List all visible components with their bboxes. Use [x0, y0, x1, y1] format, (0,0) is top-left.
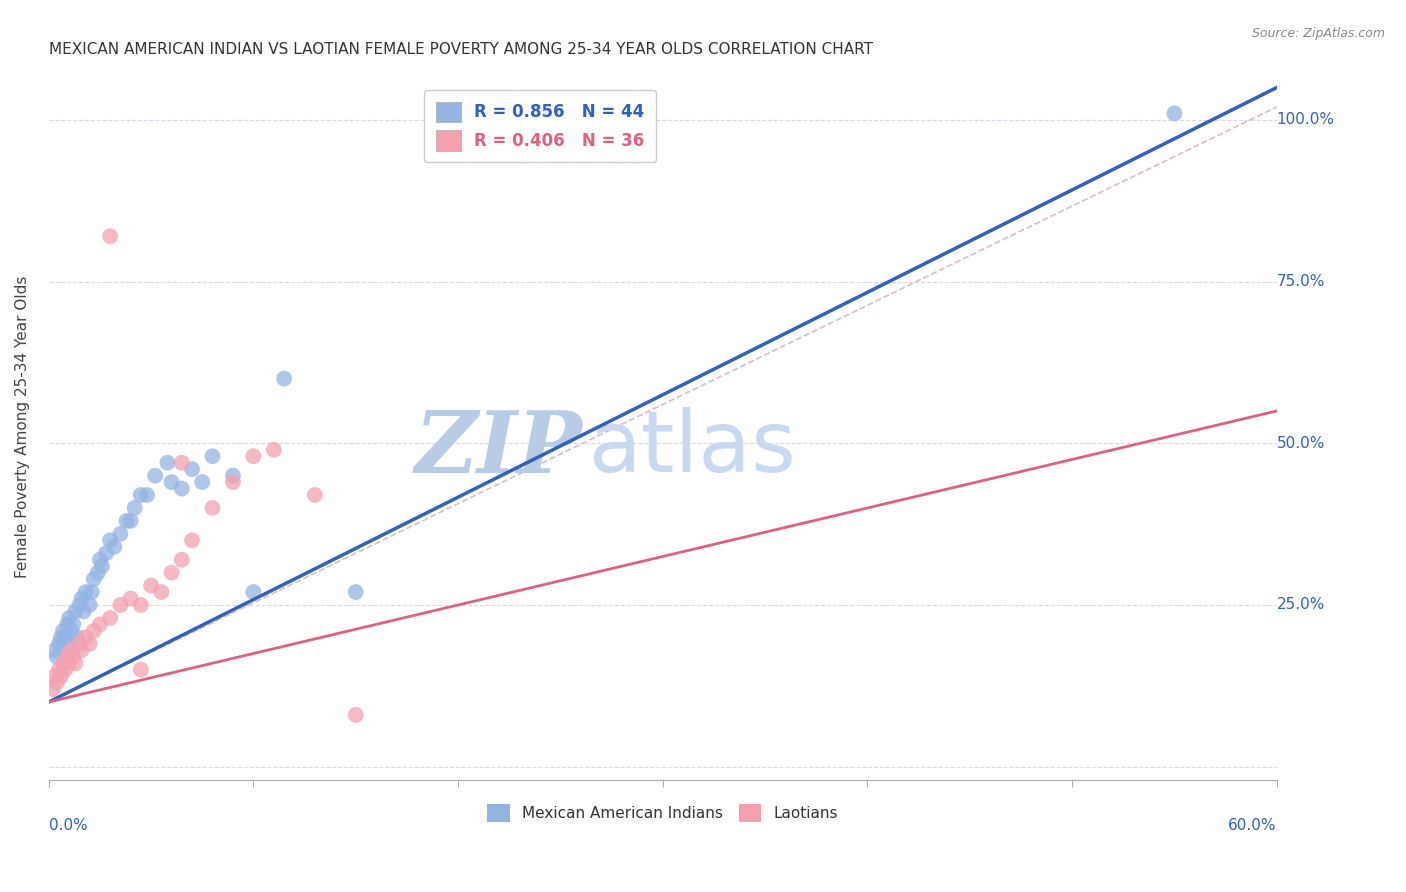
Point [91, 559, 114, 574]
Point [44, 643, 66, 657]
Point [129, 663, 152, 677]
Point [49, 630, 72, 644]
Point [115, 514, 138, 528]
Point [94, 546, 117, 560]
Point [58, 637, 80, 651]
Text: MEXICAN AMERICAN INDIAN VS LAOTIAN FEMALE POVERTY AMONG 25-34 YEAR OLDS CORRELAT: MEXICAN AMERICAN INDIAN VS LAOTIAN FEMAL… [49, 42, 873, 57]
Point [124, 500, 146, 515]
Point [222, 475, 245, 489]
Point [89, 552, 111, 566]
Point [44, 669, 66, 683]
Text: Source: ZipAtlas.com: Source: ZipAtlas.com [1251, 27, 1385, 40]
Point [170, 456, 193, 470]
Point [150, 585, 173, 599]
Point [70, 591, 93, 606]
Point [156, 456, 179, 470]
Point [242, 585, 264, 599]
Point [65, 656, 87, 670]
Point [110, 526, 132, 541]
Point [87, 566, 110, 580]
Point [120, 591, 142, 606]
Point [170, 482, 193, 496]
Point [110, 598, 132, 612]
Point [79, 598, 101, 612]
Point [65, 604, 87, 618]
Point [56, 617, 79, 632]
Text: 25.0%: 25.0% [1277, 598, 1324, 613]
Point [304, 488, 326, 502]
Point [83, 624, 105, 638]
Text: 60.0%: 60.0% [1229, 818, 1277, 833]
Point [98, 533, 121, 548]
Point [52, 656, 75, 670]
Point [143, 468, 166, 483]
Point [53, 663, 76, 677]
Point [98, 611, 121, 625]
Text: ZIP: ZIP [415, 407, 583, 490]
Point [58, 656, 80, 670]
Point [129, 598, 152, 612]
Text: 0.0%: 0.0% [49, 818, 87, 833]
Point [56, 649, 79, 664]
Point [70, 643, 93, 657]
Point [201, 449, 224, 463]
Point [75, 630, 97, 644]
Point [98, 229, 121, 244]
Point [45, 649, 67, 664]
Text: 50.0%: 50.0% [1277, 436, 1324, 450]
Point [80, 585, 103, 599]
Point [60, 643, 83, 657]
Text: 100.0%: 100.0% [1277, 112, 1334, 128]
Point [89, 617, 111, 632]
Point [136, 488, 159, 502]
Point [83, 572, 105, 586]
Point [75, 585, 97, 599]
Point [69, 637, 91, 651]
Text: atlas: atlas [589, 407, 797, 490]
Point [48, 637, 70, 651]
Point [1163, 106, 1185, 120]
Text: 75.0%: 75.0% [1277, 274, 1324, 289]
Point [69, 598, 91, 612]
Legend: Mexican American Indians, Laotians: Mexican American Indians, Laotians [481, 797, 845, 829]
Point [103, 540, 125, 554]
Point [58, 611, 80, 625]
Point [160, 566, 183, 580]
Point [42, 681, 65, 696]
Point [120, 514, 142, 528]
Y-axis label: Female Poverty Among 25-34 Year Olds: Female Poverty Among 25-34 Year Olds [15, 276, 30, 578]
Point [170, 552, 193, 566]
Point [45, 675, 67, 690]
Point [201, 500, 224, 515]
Point [139, 578, 162, 592]
Point [181, 533, 204, 548]
Point [79, 637, 101, 651]
Point [344, 585, 367, 599]
Point [62, 617, 84, 632]
Point [242, 449, 264, 463]
Point [49, 669, 72, 683]
Point [66, 630, 89, 644]
Point [129, 488, 152, 502]
Point [52, 624, 75, 638]
Point [53, 630, 76, 644]
Point [181, 462, 204, 476]
Point [273, 371, 295, 385]
Point [344, 708, 367, 723]
Point [160, 475, 183, 489]
Point [60, 624, 83, 638]
Point [263, 442, 285, 457]
Point [62, 649, 84, 664]
Point [191, 475, 214, 489]
Point [48, 663, 70, 677]
Point [72, 604, 94, 618]
Point [222, 468, 245, 483]
